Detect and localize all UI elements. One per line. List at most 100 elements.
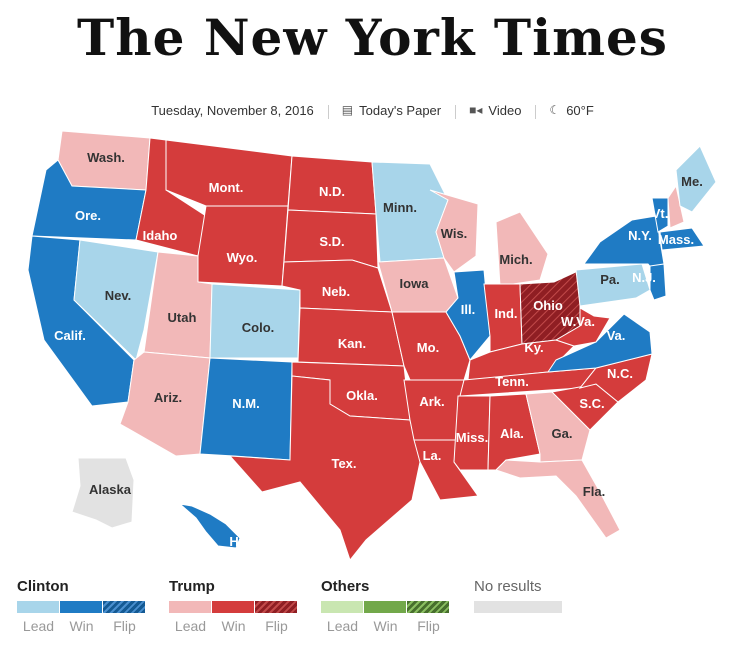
state-label-ala: Ala. [500, 426, 524, 441]
state-label-nd: N.D. [319, 184, 345, 199]
swatch-clinton-win [60, 601, 102, 613]
state-wva[interactable]: W.Va. [554, 307, 611, 347]
state-ill[interactable]: Ill. [445, 269, 491, 361]
todays-paper-link[interactable]: ▤ Today's Paper [327, 102, 455, 119]
legend-flip: Flip [265, 618, 288, 634]
state-la[interactable]: La. [413, 439, 479, 501]
state-nm[interactable]: N.M. [199, 357, 293, 461]
legend-win: Win [69, 618, 94, 634]
state-label-ny: N.Y. [628, 228, 652, 243]
state-wis[interactable]: Wis. [429, 189, 479, 273]
legend-flip: Flip [417, 618, 440, 634]
swatch-clinton-lead [17, 601, 59, 613]
state-shape-pa[interactable] [575, 263, 651, 307]
state-nev[interactable]: Nev. [73, 239, 159, 361]
state-shape-wyo[interactable] [197, 205, 289, 287]
todays-paper-label: Today's Paper [359, 102, 442, 118]
state-mich[interactable]: Mich. [495, 211, 549, 287]
state-shape-wis[interactable] [429, 189, 479, 273]
state-shape-nj[interactable] [649, 263, 667, 301]
state-shape-ill[interactable] [445, 269, 491, 361]
state-shape-nev[interactable] [73, 239, 159, 361]
state-hawaii[interactable]: Hawaii [178, 503, 271, 549]
state-nj[interactable]: N.J. [632, 263, 667, 301]
state-label-miss: Miss. [456, 430, 489, 445]
legend-lead: Lead [22, 618, 55, 634]
state-shape-hawaii[interactable] [178, 503, 241, 549]
weather-item[interactable]: ☾ 60°F [535, 103, 607, 119]
state-label-ore: Ore. [75, 208, 101, 223]
state-shape-nh[interactable] [667, 184, 685, 229]
state-kan[interactable]: Kan. [297, 307, 405, 367]
state-me[interactable]: Me. [675, 145, 717, 213]
state-label-wash: Wash. [87, 150, 125, 165]
legend-lead: Lead [326, 618, 359, 634]
legend-others: Others Lead Win Flip [321, 578, 450, 634]
state-label-ohio: Ohio [533, 298, 563, 313]
state-mo[interactable]: Mo. [391, 311, 471, 381]
state-label-calif: Calif. [54, 328, 86, 343]
swatch-trump-flip [255, 601, 297, 613]
state-shape-mich[interactable] [495, 211, 549, 287]
state-ny[interactable]: N.Y. [583, 215, 665, 277]
state-va[interactable]: Va. [547, 313, 653, 373]
state-mont[interactable]: Mont. [165, 139, 293, 207]
state-label-mich: Mich. [499, 252, 532, 267]
state-label-mont: Mont. [209, 180, 244, 195]
state-nd[interactable]: N.D. [287, 155, 377, 215]
state-alaska[interactable]: Alaska [71, 457, 135, 529]
state-label-wva: W.Va. [561, 314, 595, 329]
state-ind[interactable]: Ind. [483, 283, 523, 353]
state-label-ind: Ind. [494, 306, 517, 321]
state-label-ariz: Ariz. [154, 390, 182, 405]
state-miss[interactable]: Miss. [453, 395, 491, 471]
state-shape-va[interactable] [547, 313, 653, 373]
state-ariz[interactable]: Ariz. [119, 351, 211, 457]
swatch-trump-win [212, 601, 254, 613]
video-label: Video [488, 102, 522, 118]
state-wash[interactable]: Wash. [57, 130, 151, 191]
state-vt[interactable]: Vt. [651, 197, 669, 233]
state-ohio[interactable]: Ohio [519, 269, 581, 345]
state-label-utah: Utah [168, 310, 197, 325]
state-label-wis: Wis. [441, 226, 468, 241]
state-shape-me[interactable] [675, 145, 717, 213]
swatch-others-flip [407, 601, 449, 613]
state-label-vt: Vt. [652, 206, 669, 221]
state-minn[interactable]: Minn. [371, 161, 449, 263]
state-label-nj: N.J. [632, 270, 656, 285]
state-label-mo: Mo. [417, 340, 439, 355]
state-shape-mont[interactable] [165, 139, 293, 207]
subheader-bar: Tuesday, November 8, 2016 ▤ Today's Paper… [0, 100, 745, 120]
state-fla[interactable]: Fla. [495, 459, 621, 539]
legend-clinton-title: Clinton [17, 578, 69, 595]
legend-trump-title: Trump [169, 578, 215, 595]
state-shape-fla[interactable] [495, 459, 621, 539]
state-shape-alaska[interactable] [71, 457, 135, 529]
state-sd[interactable]: S.D. [283, 209, 379, 269]
legend-no-results-title: No results [474, 578, 542, 595]
swatch-trump-lead [169, 601, 211, 613]
newspaper-icon: ▤ [341, 103, 354, 117]
state-shape-mass[interactable] [659, 227, 705, 251]
state-neb[interactable]: Neb. [281, 259, 393, 313]
state-nh[interactable] [667, 184, 685, 229]
state-utah[interactable]: Utah [143, 251, 213, 359]
state-ark[interactable]: Ark. [403, 379, 465, 441]
state-colo[interactable]: Colo. [209, 283, 301, 359]
state-shape-vt[interactable] [651, 197, 669, 233]
state-label-tex: Tex. [331, 456, 356, 471]
state-mass[interactable]: Mass. [658, 227, 705, 251]
legend-trump: Trump Lead Win Flip [169, 578, 298, 634]
state-iowa[interactable]: Iowa [377, 257, 459, 313]
state-pa[interactable]: Pa. [575, 263, 651, 307]
masthead-logo[interactable]: The New York Times [77, 8, 668, 67]
state-shape-wva[interactable] [554, 307, 611, 347]
video-link[interactable]: ■◂ Video [455, 102, 535, 119]
state-label-idaho: Idaho [143, 228, 178, 243]
state-shape-miss[interactable] [453, 395, 491, 471]
state-label-la: La. [423, 448, 442, 463]
state-ga[interactable]: Ga. [525, 391, 591, 463]
state-label-neb: Neb. [322, 284, 350, 299]
state-wyo[interactable]: Wyo. [197, 205, 289, 287]
